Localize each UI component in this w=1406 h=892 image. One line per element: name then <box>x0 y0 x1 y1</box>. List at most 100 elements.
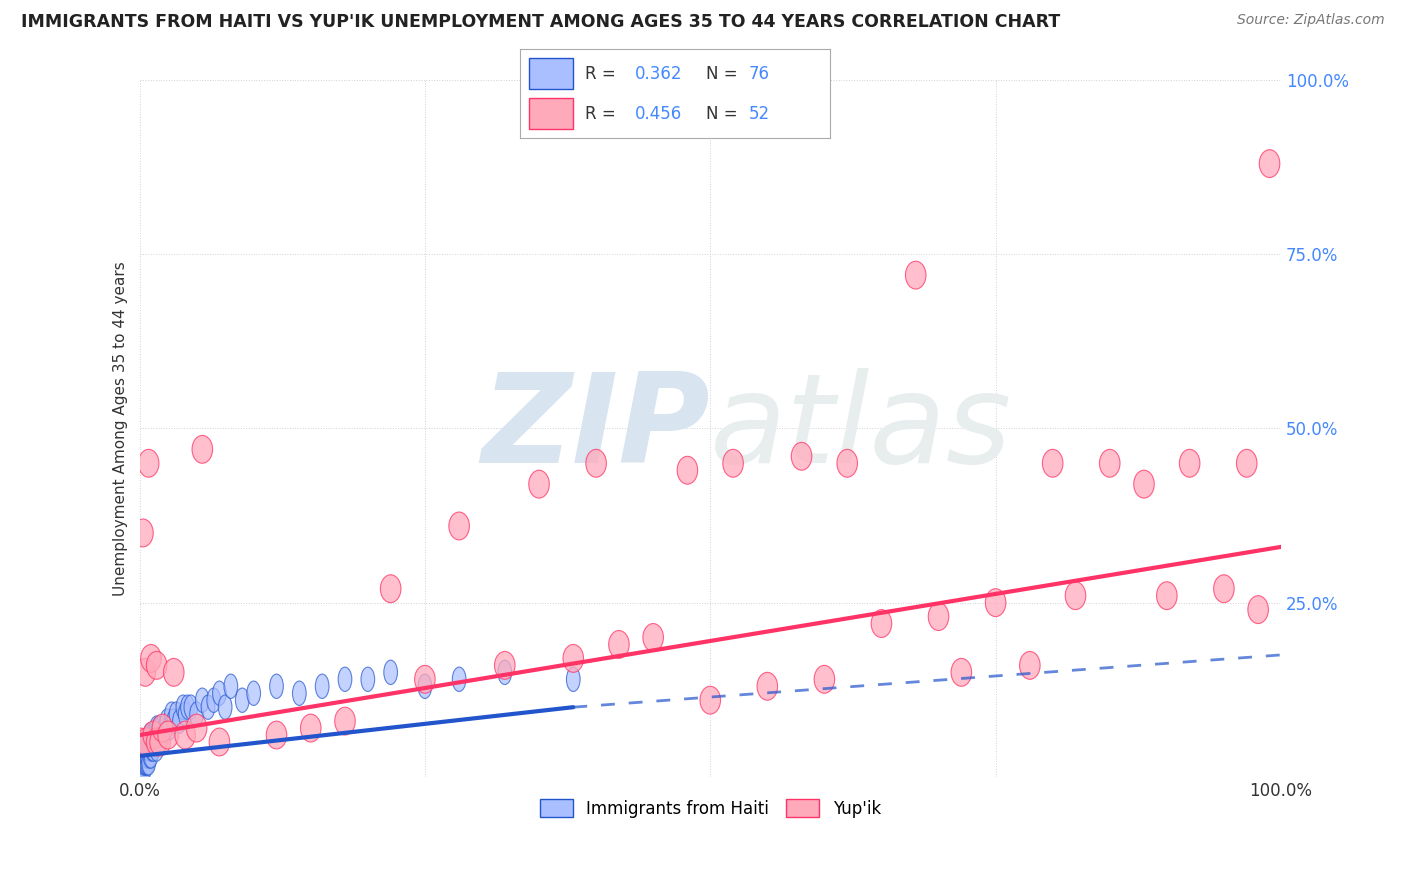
Ellipse shape <box>361 667 374 691</box>
Ellipse shape <box>418 674 432 698</box>
Text: ZIP: ZIP <box>481 368 710 489</box>
Ellipse shape <box>146 728 167 756</box>
Ellipse shape <box>152 714 173 742</box>
Ellipse shape <box>212 681 226 706</box>
Ellipse shape <box>792 442 811 470</box>
Ellipse shape <box>678 457 697 484</box>
Ellipse shape <box>1066 582 1085 609</box>
Ellipse shape <box>1249 596 1268 624</box>
Ellipse shape <box>138 757 150 782</box>
Ellipse shape <box>218 695 232 719</box>
Ellipse shape <box>135 757 149 782</box>
Ellipse shape <box>700 686 720 714</box>
Ellipse shape <box>150 737 163 761</box>
Ellipse shape <box>132 519 153 547</box>
Ellipse shape <box>160 709 174 733</box>
Ellipse shape <box>136 728 156 756</box>
Ellipse shape <box>193 435 212 463</box>
Ellipse shape <box>209 728 229 756</box>
Ellipse shape <box>1157 582 1177 609</box>
Ellipse shape <box>723 450 744 477</box>
FancyBboxPatch shape <box>530 98 572 129</box>
Ellipse shape <box>167 709 180 733</box>
Text: IMMIGRANTS FROM HAITI VS YUP'IK UNEMPLOYMENT AMONG AGES 35 TO 44 YEARS CORRELATI: IMMIGRANTS FROM HAITI VS YUP'IK UNEMPLOY… <box>21 13 1060 31</box>
Text: 52: 52 <box>749 104 770 123</box>
Ellipse shape <box>135 737 149 761</box>
Ellipse shape <box>562 644 583 673</box>
Ellipse shape <box>567 667 581 691</box>
Ellipse shape <box>143 744 157 768</box>
Ellipse shape <box>131 728 150 756</box>
Text: 0.362: 0.362 <box>634 64 682 83</box>
Ellipse shape <box>190 702 204 726</box>
Ellipse shape <box>149 723 162 747</box>
Ellipse shape <box>139 737 153 761</box>
Text: R =: R = <box>585 104 621 123</box>
FancyBboxPatch shape <box>530 58 572 89</box>
Ellipse shape <box>136 744 150 768</box>
Ellipse shape <box>176 695 190 719</box>
Ellipse shape <box>270 674 284 698</box>
Ellipse shape <box>986 589 1005 616</box>
Ellipse shape <box>529 470 550 498</box>
Ellipse shape <box>415 665 436 693</box>
Ellipse shape <box>143 744 156 768</box>
Ellipse shape <box>162 716 176 740</box>
Ellipse shape <box>143 721 163 749</box>
Ellipse shape <box>138 737 152 761</box>
Ellipse shape <box>247 681 260 706</box>
Ellipse shape <box>150 716 163 740</box>
Ellipse shape <box>138 751 152 775</box>
Ellipse shape <box>224 674 238 698</box>
Ellipse shape <box>195 688 209 713</box>
Ellipse shape <box>301 714 321 742</box>
Ellipse shape <box>143 723 156 747</box>
Ellipse shape <box>136 737 150 761</box>
Y-axis label: Unemployment Among Ages 35 to 44 years: Unemployment Among Ages 35 to 44 years <box>114 261 128 596</box>
Ellipse shape <box>905 261 927 289</box>
Ellipse shape <box>163 658 184 686</box>
Ellipse shape <box>136 751 150 775</box>
Ellipse shape <box>157 716 172 740</box>
Text: N =: N = <box>706 104 742 123</box>
Ellipse shape <box>135 751 149 775</box>
Ellipse shape <box>152 716 166 740</box>
Ellipse shape <box>146 651 167 680</box>
Text: atlas: atlas <box>710 368 1012 489</box>
Text: 76: 76 <box>749 64 770 83</box>
Ellipse shape <box>141 751 155 775</box>
Text: Source: ZipAtlas.com: Source: ZipAtlas.com <box>1237 13 1385 28</box>
Ellipse shape <box>153 730 167 755</box>
Ellipse shape <box>150 723 165 747</box>
Ellipse shape <box>814 665 835 693</box>
Ellipse shape <box>495 651 515 680</box>
Text: N =: N = <box>706 64 742 83</box>
Ellipse shape <box>155 716 169 740</box>
Ellipse shape <box>142 730 156 755</box>
Ellipse shape <box>207 688 221 713</box>
Ellipse shape <box>135 744 149 768</box>
Ellipse shape <box>146 723 160 747</box>
Ellipse shape <box>141 644 162 673</box>
Ellipse shape <box>1042 450 1063 477</box>
Ellipse shape <box>139 744 153 768</box>
Ellipse shape <box>837 450 858 477</box>
Ellipse shape <box>756 673 778 700</box>
Ellipse shape <box>1236 450 1257 477</box>
Ellipse shape <box>384 660 398 684</box>
Ellipse shape <box>134 751 148 775</box>
Ellipse shape <box>184 695 198 719</box>
Ellipse shape <box>315 674 329 698</box>
Ellipse shape <box>173 709 187 733</box>
Ellipse shape <box>586 450 606 477</box>
Ellipse shape <box>143 730 157 755</box>
Ellipse shape <box>165 702 179 726</box>
Ellipse shape <box>1099 450 1121 477</box>
Ellipse shape <box>141 730 155 755</box>
Ellipse shape <box>134 744 148 768</box>
Ellipse shape <box>138 744 150 768</box>
Ellipse shape <box>136 757 150 782</box>
Ellipse shape <box>135 658 156 686</box>
Ellipse shape <box>150 728 170 756</box>
Ellipse shape <box>138 744 152 768</box>
